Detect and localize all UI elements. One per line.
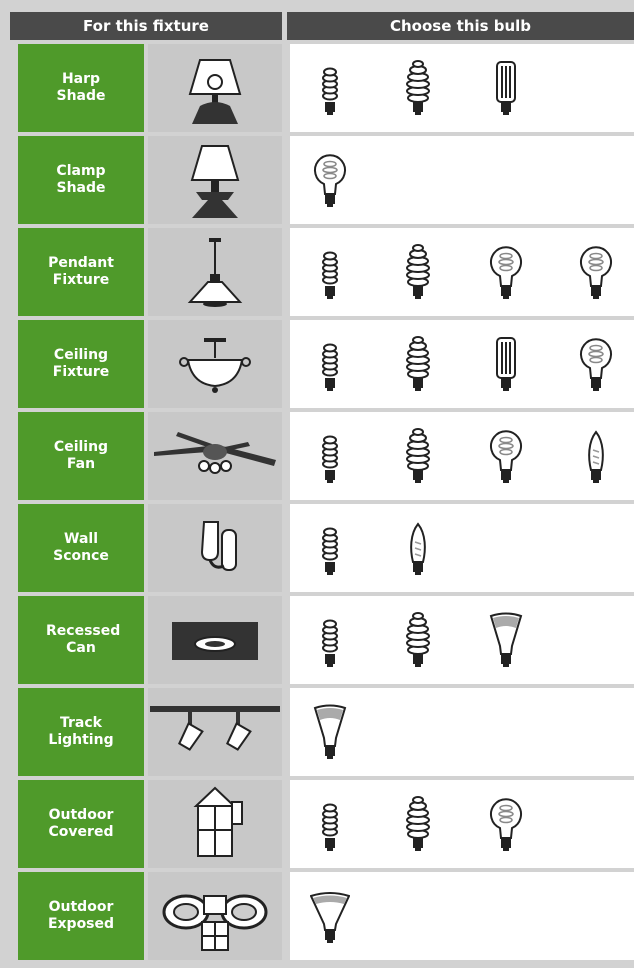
fixture-icon: [187, 238, 243, 307]
header-fixture: For this fixture: [10, 12, 282, 40]
bulb-cell: [290, 320, 634, 408]
bulb-cell: [290, 780, 634, 868]
fixture-icon: [162, 894, 268, 951]
label-cell: Outdoor Covered: [18, 780, 144, 868]
fixture-label: Outdoor Exposed: [47, 899, 115, 932]
row: Track Lighting: [0, 688, 634, 776]
bulb-cell: [290, 136, 634, 224]
bulb-icon: [486, 610, 526, 670]
bulb-cell: [290, 872, 634, 960]
fixture-cell: [148, 688, 282, 776]
bulb-icon: [576, 242, 616, 302]
fixture-cell: [148, 596, 282, 684]
fixture-icon: [188, 59, 242, 124]
bulb-icon: [310, 242, 350, 302]
row: Wall Sconce: [0, 504, 634, 592]
row: Ceiling Fan: [0, 412, 634, 500]
bulb-icon: [486, 242, 526, 302]
fixture-cell: [148, 228, 282, 316]
bulb-icon: [398, 794, 438, 854]
label-cell: Outdoor Exposed: [18, 872, 144, 960]
fixture-label: Track Lighting: [48, 715, 114, 748]
fixture-label: Outdoor Covered: [48, 807, 114, 840]
label-cell: Ceiling Fan: [18, 412, 144, 500]
bulb-icon: [310, 334, 350, 394]
bulb-cell: [290, 44, 634, 132]
bulb-icon: [398, 58, 438, 118]
fixture-label: Pendant Fixture: [48, 255, 114, 288]
bulb-icon: [486, 58, 526, 118]
bulb-icon: [310, 58, 350, 118]
label-cell: Wall Sconce: [18, 504, 144, 592]
fixture-cell: [148, 504, 282, 592]
row: Ceiling Fixture: [0, 320, 634, 408]
bulb-cell: [290, 596, 634, 684]
fixture-label: Harp Shade: [56, 71, 106, 104]
row: Pendant Fixture: [0, 228, 634, 316]
fixture-cell: [148, 136, 282, 224]
bulb-icon: [398, 334, 438, 394]
header-bulb: Choose this bulb: [287, 12, 634, 40]
bulb-icon: [310, 518, 350, 578]
fixture-label: Recessed Can: [46, 623, 121, 656]
bulb-icon: [576, 334, 616, 394]
fixture-cell: [148, 412, 282, 500]
bulb-icon: [398, 518, 438, 578]
label-cell: Track Lighting: [18, 688, 144, 776]
row: Clamp Shade: [0, 136, 634, 224]
fixture-label: Ceiling Fan: [53, 439, 109, 472]
bulb-icon: [310, 794, 350, 854]
label-cell: Pendant Fixture: [18, 228, 144, 316]
label-cell: Clamp Shade: [18, 136, 144, 224]
fixture-icon: [190, 145, 240, 218]
label-cell: Harp Shade: [18, 44, 144, 132]
fixture-icon: [193, 786, 243, 857]
fixture-icon: [200, 521, 237, 571]
bulb-icon: [486, 426, 526, 486]
fixture-icon: [172, 622, 258, 660]
row: Recessed Can: [0, 596, 634, 684]
fixture-cell: [148, 320, 282, 408]
bulb-icon: [310, 150, 350, 210]
fixture-cell: [148, 780, 282, 868]
bulb-cell: [290, 412, 634, 500]
bulb-cell: [290, 504, 634, 592]
fixture-label: Ceiling Fixture: [52, 347, 110, 380]
bulb-icon: [310, 426, 350, 486]
row: Outdoor Exposed: [0, 872, 634, 960]
row: Harp Shade: [0, 44, 634, 132]
fixture-icon: [150, 706, 280, 751]
label-cell: Recessed Can: [18, 596, 144, 684]
bulb-cell: [290, 228, 634, 316]
bulb-icon: [398, 242, 438, 302]
fixture-icon: [179, 338, 251, 393]
bulb-icon: [398, 426, 438, 486]
fixture-icon: [154, 432, 276, 474]
row: Outdoor Covered: [0, 780, 634, 868]
bulb-icon: [310, 610, 350, 670]
bulb-icon: [310, 886, 350, 946]
bulb-icon: [486, 334, 526, 394]
bulb-icon: [398, 610, 438, 670]
fixture-label: Clamp Shade: [56, 163, 106, 196]
label-cell: Ceiling Fixture: [18, 320, 144, 408]
bulb-icon: [310, 702, 350, 762]
bulb-cell: [290, 688, 634, 776]
fixture-cell: [148, 872, 282, 960]
bulb-icon: [576, 426, 616, 486]
bulb-icon: [486, 794, 526, 854]
fixture-cell: [148, 44, 282, 132]
fixture-label: Wall Sconce: [53, 531, 109, 564]
